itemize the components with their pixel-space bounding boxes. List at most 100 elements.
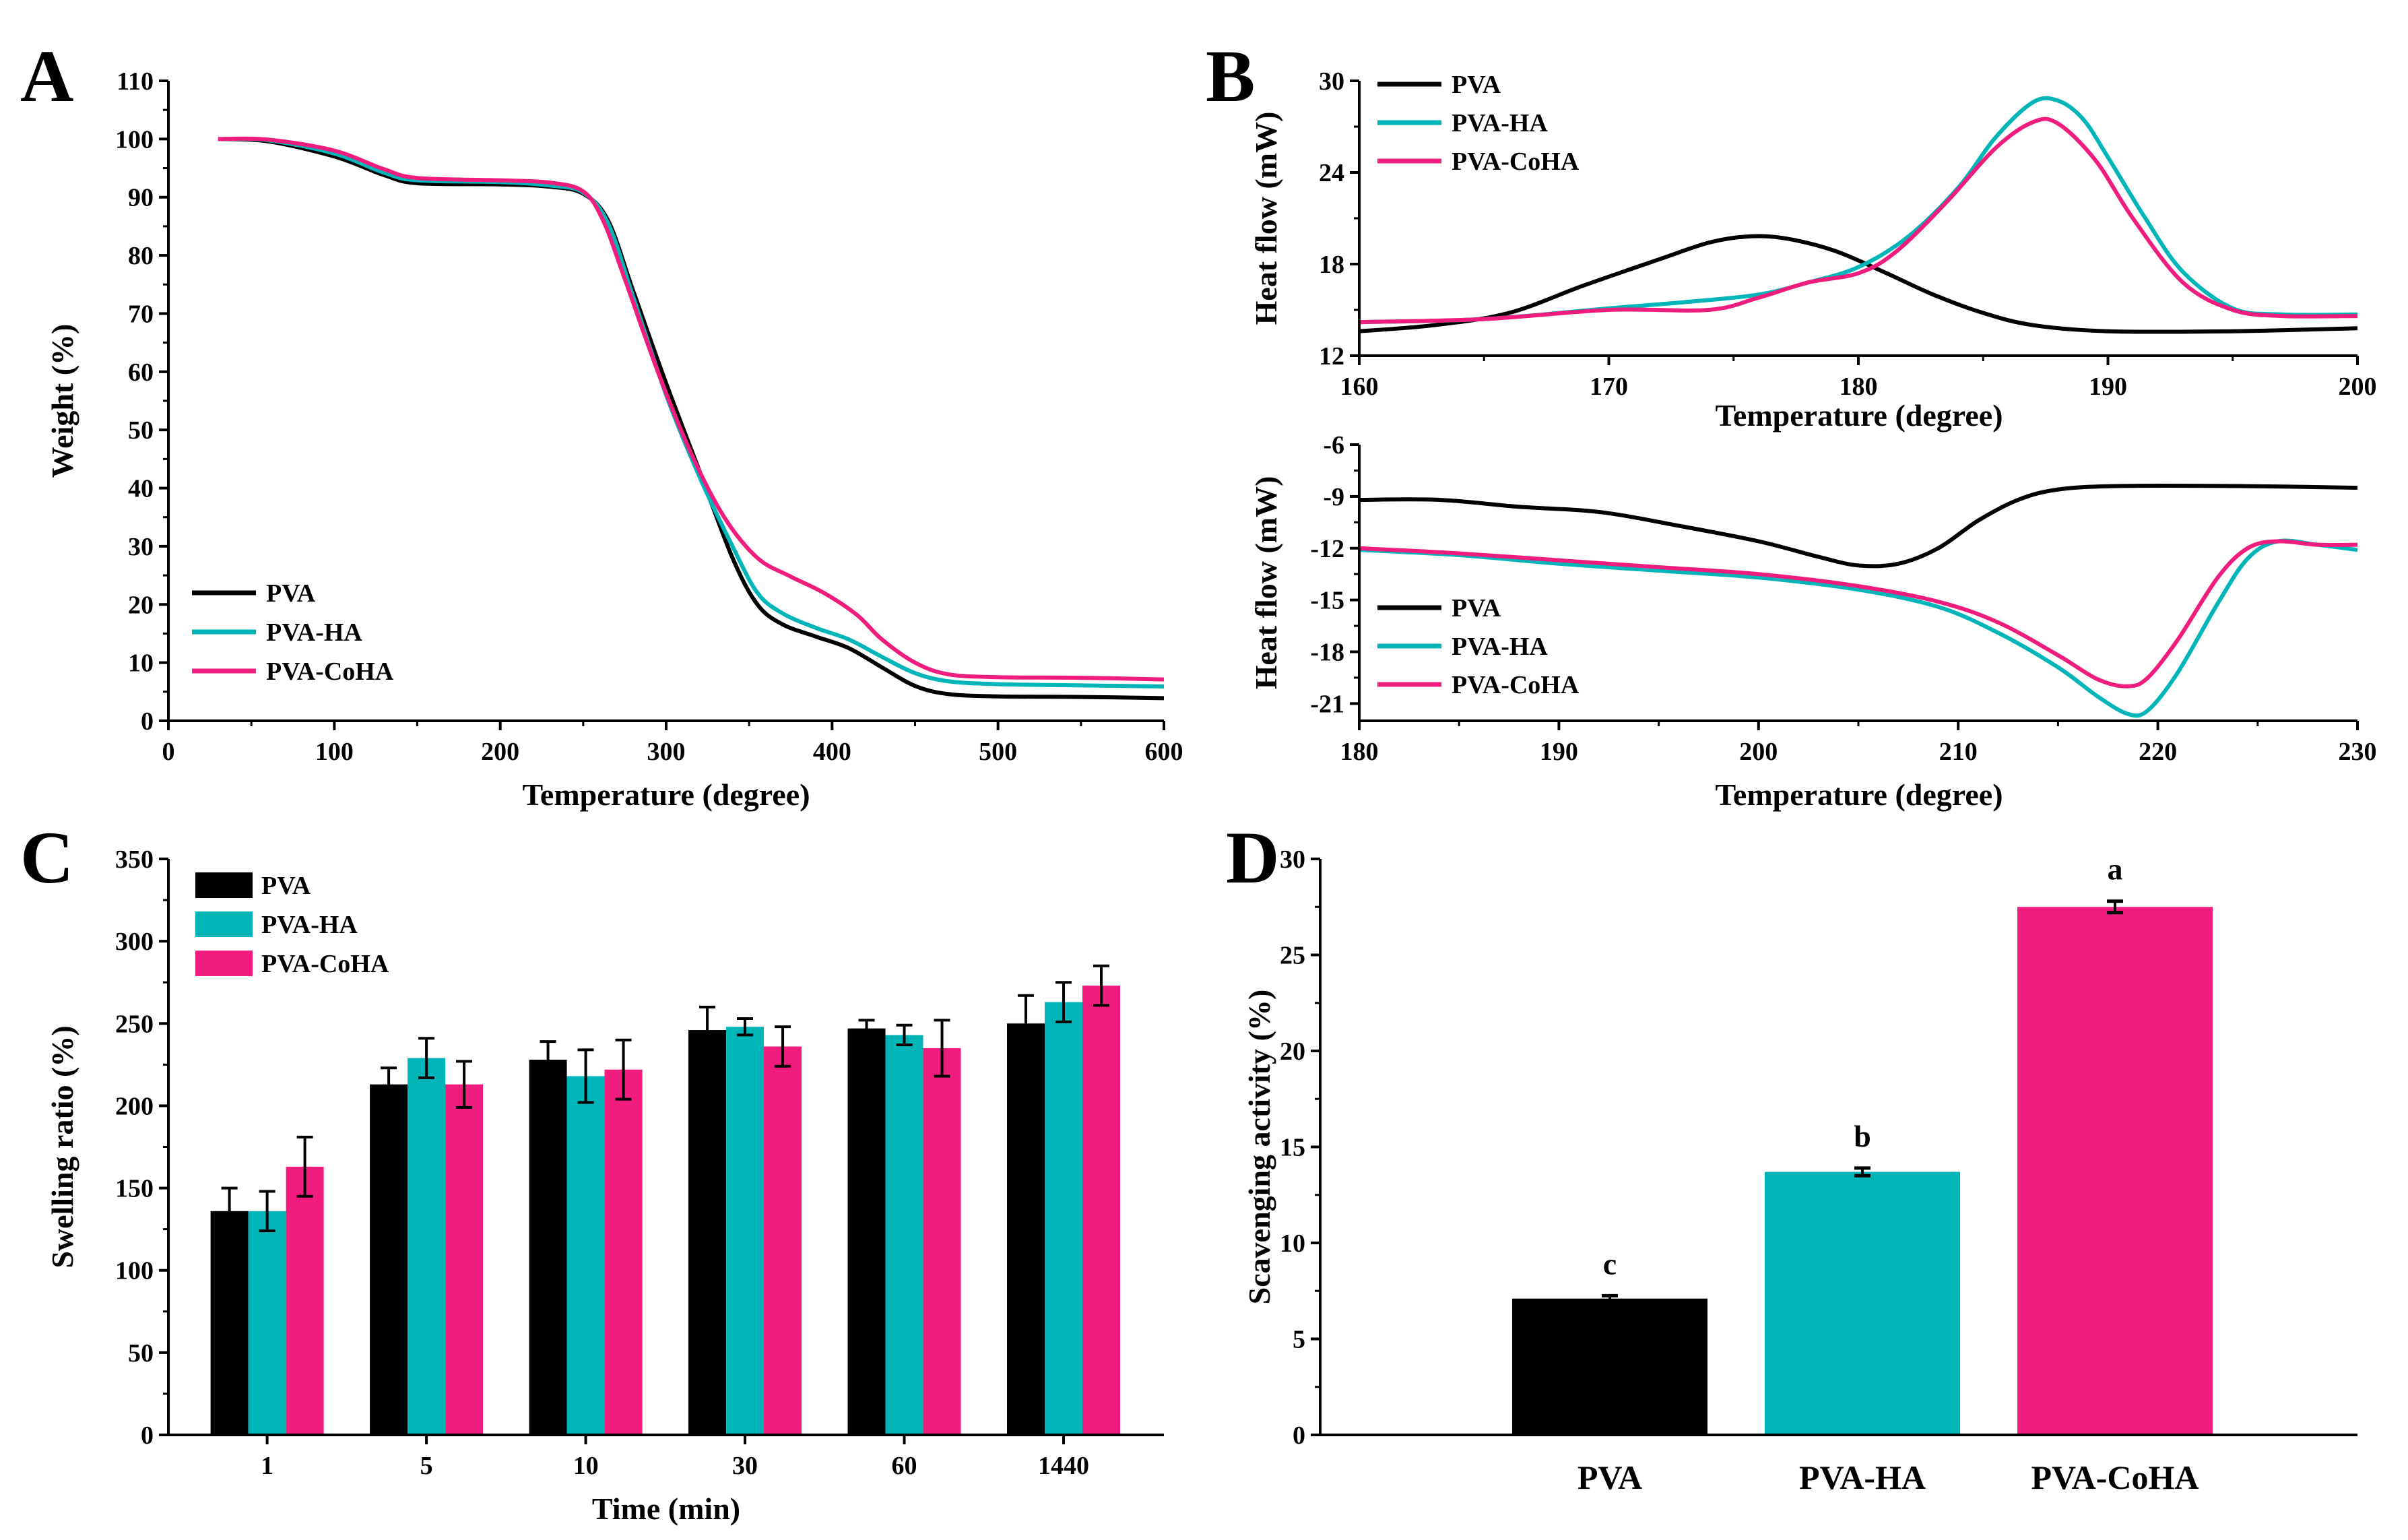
legend-swatch-pva-ha <box>195 911 253 937</box>
x-tick-label: 600 <box>1145 738 1183 766</box>
x-axis-title: Temperature (degree) <box>522 777 810 812</box>
y-tick-label: 24 <box>1319 159 1344 187</box>
bar-pva-ha-1 <box>248 1211 286 1435</box>
legend-label-pva: PVA <box>266 579 316 608</box>
bar-pva-60 <box>847 1028 886 1435</box>
panel-label-a: A <box>20 35 73 117</box>
significance-letter: a <box>2108 852 2123 887</box>
bar-pva-coha-5 <box>445 1084 484 1435</box>
x-tick-label: 10 <box>573 1452 599 1480</box>
legend-swatch-pva-coha <box>195 951 253 976</box>
y-tick-label: 30 <box>128 533 154 561</box>
y-axis-title: Heat flow (mW) <box>1249 476 1283 690</box>
legend-label-pva: PVA <box>1452 71 1501 99</box>
x-tick-label: 190 <box>1540 738 1578 766</box>
x-axis-title: Time (min) <box>592 1491 740 1526</box>
y-axis-title: Weight (%) <box>45 324 79 478</box>
panel-b-dsc-heating-chart: 160 170 180 190 200 12 18 24 30 Temperature (degr… <box>1249 67 2377 432</box>
panel-label-c: C <box>20 816 73 899</box>
x-tick-label: 180 <box>1340 738 1379 766</box>
x-tick-label: 200 <box>481 738 519 766</box>
y-tick-label: 0 <box>1293 1421 1305 1450</box>
bar-pva-coha-60 <box>923 1048 961 1435</box>
y-tick-label: -12 <box>1310 535 1344 563</box>
x-axis-title: Temperature (degree) <box>1715 398 2003 432</box>
bar-pva-ha-10 <box>566 1076 605 1435</box>
y-tick-label: 40 <box>128 475 154 503</box>
panel-d-scavenging-chart: c PVA b PVA-HA a PVA-CoHA 0 5 10 15 20 25 30 Scavengi… <box>1242 845 2357 1496</box>
bar-pva-1440 <box>1007 1023 1045 1435</box>
legend-label-pva: PVA <box>261 872 311 900</box>
y-tick-label: -6 <box>1323 431 1344 459</box>
bar-pva <box>1512 1298 1707 1435</box>
bar-pva-30 <box>688 1030 727 1435</box>
x-tick-label: 190 <box>2089 373 2127 401</box>
y-tick-label: 250 <box>115 1010 154 1038</box>
y-tick-label: 100 <box>115 125 154 154</box>
x-tick-label: 200 <box>2339 373 2377 401</box>
y-axis-title: Scavenging activity (%) <box>1242 990 1276 1305</box>
y-tick-label: 300 <box>115 928 154 956</box>
y-tick-label: 30 <box>1319 67 1344 96</box>
y-tick-label: 70 <box>128 300 154 328</box>
legend-label-pva-coha: PVA-CoHA <box>1452 148 1580 176</box>
y-tick-label: 18 <box>1319 251 1344 279</box>
y-tick-label: 200 <box>115 1092 154 1120</box>
legend-label-pva-coha: PVA-CoHA <box>266 657 394 686</box>
x-tick-label: 0 <box>162 738 175 766</box>
y-tick-label: 5 <box>1293 1326 1305 1354</box>
x-tick-label: 300 <box>647 738 686 766</box>
legend-swatch-pva <box>195 872 253 898</box>
y-tick-label: 10 <box>1280 1229 1305 1258</box>
series-line-pva-ha <box>1359 538 2358 718</box>
x-tick-label: 1440 <box>1038 1452 1089 1480</box>
x-tick-label: 1 <box>261 1452 273 1480</box>
bar-pva-ha-5 <box>408 1058 446 1435</box>
y-tick-label: 10 <box>128 649 154 678</box>
legend-label-pva-ha: PVA-HA <box>266 618 362 647</box>
y-tick-label: -9 <box>1323 483 1344 511</box>
y-tick-label: -15 <box>1310 587 1344 615</box>
x-tick-label: 210 <box>1939 738 1978 766</box>
x-tick-label: 170 <box>1590 373 1628 401</box>
x-tick-label: 5 <box>420 1452 433 1480</box>
bar-pva-ha <box>1765 1172 1960 1435</box>
bar-pva-ha-30 <box>726 1027 764 1435</box>
x-tick-label: 500 <box>979 738 1017 766</box>
y-tick-label: 25 <box>1280 942 1305 970</box>
legend-label-pva-coha: PVA-CoHA <box>1452 671 1580 699</box>
y-tick-label: 15 <box>1280 1134 1305 1162</box>
panel-b-dsc-cooling-chart: 180 190 200 210 220 230 -21 -18 -15 -12 -9 -6 Temper… <box>1249 431 2377 812</box>
x-tick-label: 220 <box>2139 738 2177 766</box>
panel-a-tga-chart: 0 100 200 300 400 500 600 0 10 20 30 40 50 60 70 80 90 10… <box>45 67 1183 812</box>
legend-label-pva-ha: PVA-HA <box>1452 109 1548 137</box>
y-tick-label: 50 <box>128 416 154 445</box>
legend-label-pva: PVA <box>1452 594 1501 622</box>
x-tick-label: 100 <box>315 738 354 766</box>
y-tick-label: 50 <box>128 1339 154 1368</box>
x-tick-label: PVA-HA <box>1799 1458 1926 1496</box>
series-line-pva-ha <box>1359 96 2358 325</box>
y-tick-label: 0 <box>141 707 154 736</box>
y-tick-label: 150 <box>115 1175 154 1203</box>
bar-pva-coha-10 <box>604 1069 643 1435</box>
bar-pva-coha-1 <box>286 1166 324 1435</box>
x-tick-label: 160 <box>1340 373 1379 401</box>
x-tick-label: PVA-CoHA <box>2031 1458 2199 1496</box>
bar-pva-ha-60 <box>885 1035 923 1435</box>
series-line-pva-coha <box>1359 117 2358 325</box>
x-tick-label: 230 <box>2339 738 2377 766</box>
y-tick-label: 100 <box>115 1257 154 1285</box>
series-line-pva <box>1359 234 2358 334</box>
panel-label-b: B <box>1206 35 1255 117</box>
y-axis-title: Heat flow (mW) <box>1249 112 1283 325</box>
y-tick-label: 20 <box>1280 1037 1305 1066</box>
legend-label-pva-ha: PVA-HA <box>261 911 358 939</box>
series-line-pva <box>1359 484 2358 569</box>
legend-label-pva-ha: PVA-HA <box>1452 633 1548 661</box>
significance-letter: b <box>1854 1119 1871 1153</box>
x-tick-label: 30 <box>732 1452 758 1480</box>
y-tick-label: 90 <box>128 184 154 212</box>
y-tick-label: 30 <box>1280 845 1305 874</box>
